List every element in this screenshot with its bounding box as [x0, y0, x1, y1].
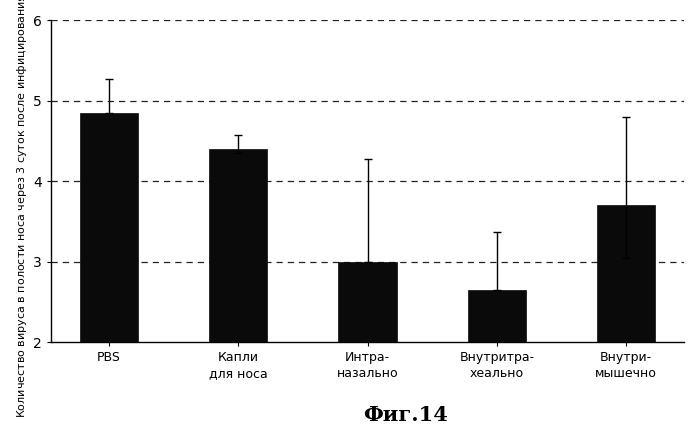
Bar	[597, 206, 655, 342]
Bar	[209, 149, 267, 342]
Y-axis label: Количество вируса в полости носа через 3 суток после инфицирования (TCID$_{50}$): Количество вируса в полости носа через 3…	[15, 0, 29, 418]
Bar	[338, 262, 396, 342]
Bar	[468, 290, 526, 342]
Text: Фиг.14: Фиг.14	[363, 405, 448, 425]
Bar	[80, 113, 138, 342]
